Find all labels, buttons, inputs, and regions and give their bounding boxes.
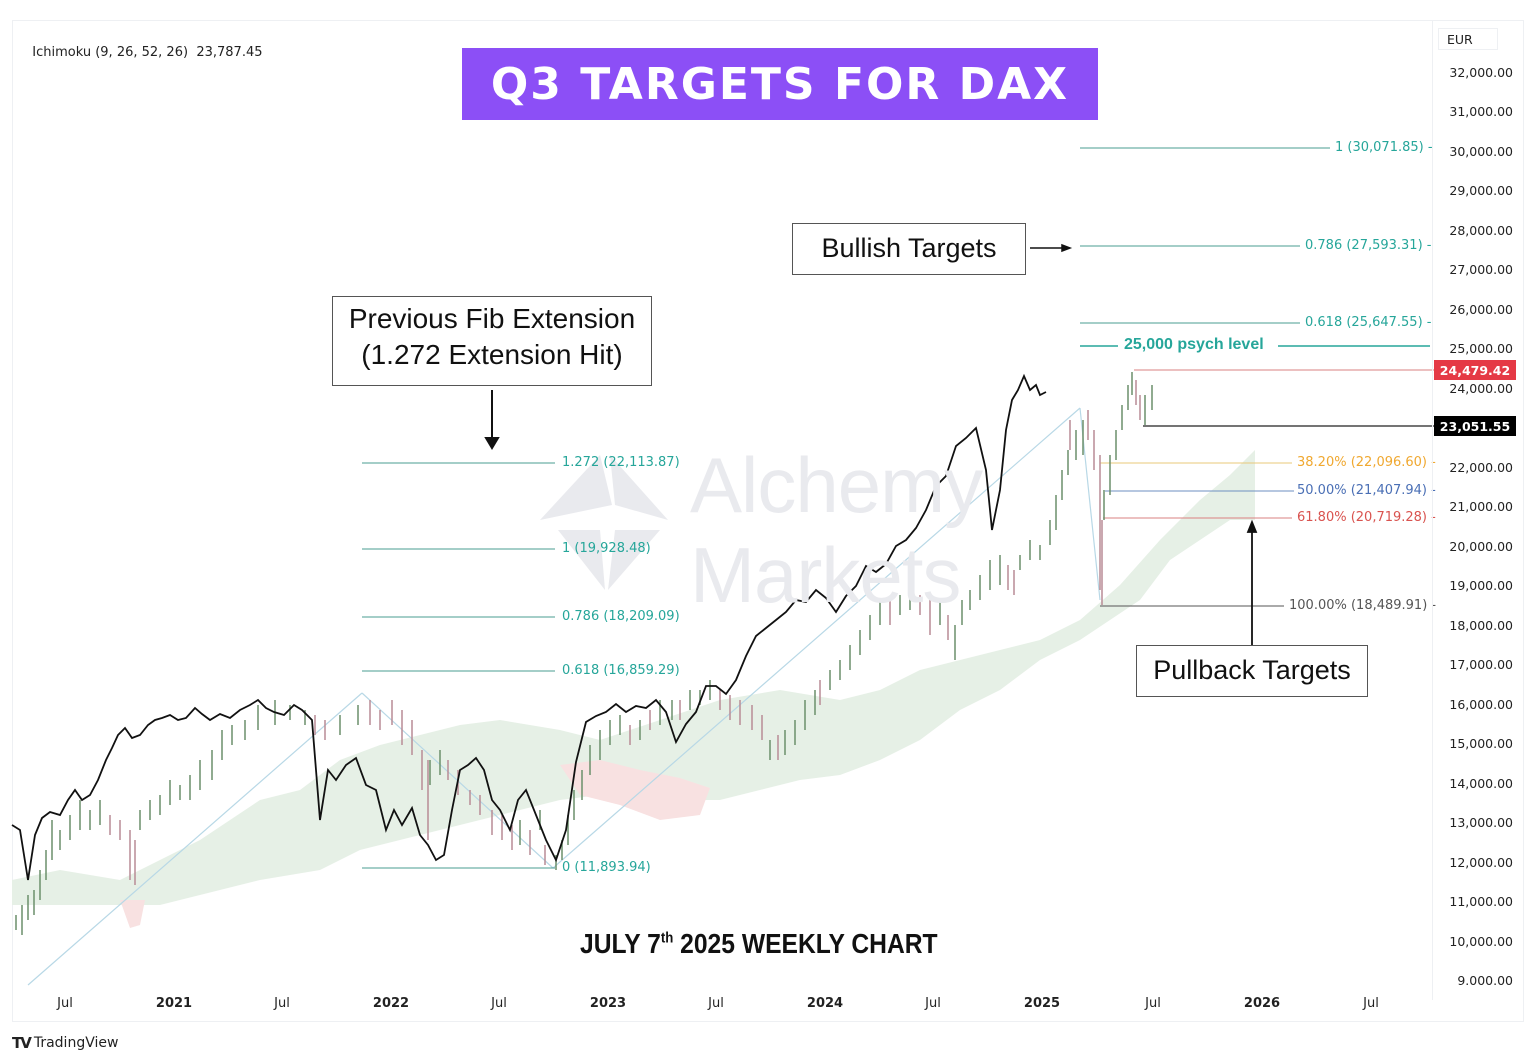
previous-fib-arrow (484, 390, 500, 450)
previous-fib-callout-line2: (1.272 Extension Hit) (361, 339, 623, 371)
watermark: Alchemy Markets (690, 440, 983, 620)
currency-button[interactable]: EUR (1438, 28, 1498, 50)
x-tick: Jul (1363, 996, 1379, 1011)
fib-pull-50-text: 50.00% (21,407.94) (1297, 483, 1428, 498)
x-tick: 2026 (1243, 996, 1281, 1011)
y-tick: 15,000.00 (1449, 736, 1513, 751)
fib-pull-618-label: 61.80% (20,719.28) - (1297, 510, 1436, 525)
ichimoku-cloud-green (12, 450, 1255, 905)
fib-pull-382-label: 38.20% (22,096.60) - (1297, 455, 1436, 470)
indicator-legend[interactable]: Ichimoku (9, 26, 52, 26) 23,787.45 (24, 30, 263, 60)
psych-level-label: 25,000 psych level (1120, 336, 1268, 354)
y-tick: 11,000.00 (1449, 894, 1513, 909)
bullish-fib-lines (1080, 147, 1330, 324)
indicator-value: 23,787.45 (196, 45, 263, 60)
previous-fib-callout: Previous Fib Extension (1.272 Extension … (332, 296, 652, 386)
fib-pull-382-text: 38.20% (22,096.60) (1297, 455, 1428, 470)
pullback-targets-callout: Pullback Targets (1136, 645, 1368, 697)
fib-prev-0786-label: 0.786 (18,209.09) (562, 609, 680, 624)
subtitle-sup: th (660, 929, 674, 947)
y-tick: 19,000.00 (1449, 578, 1513, 593)
x-tick: Jul (708, 996, 724, 1011)
x-tick: 2021 (155, 996, 193, 1011)
fib-pull-50-label: 50.00% (21,407.94) - (1297, 483, 1436, 498)
previous-fib-lines (362, 462, 555, 869)
y-tick: 30,000.00 (1449, 144, 1513, 159)
watermark-line2: Markets (690, 531, 961, 619)
fib-pull-618-text: 61.80% (20,719.28) (1297, 510, 1428, 525)
fib-prev-0-label: 0 (11,893.94) (562, 860, 651, 875)
y-tick: 17,000.00 (1449, 657, 1513, 672)
x-tick: Jul (491, 996, 507, 1011)
y-tick: 14,000.00 (1449, 776, 1513, 791)
y-tick: 28,000.00 (1449, 223, 1513, 238)
x-tick: 2025 (1023, 996, 1061, 1011)
y-tick: 16,000.00 (1449, 697, 1513, 712)
subtitle-suffix: 2025 WEEKLY CHART (673, 928, 938, 959)
fib-bull-0618-label: 0.618 (25,647.55) - (1305, 315, 1432, 330)
fib-prev-1272-label: 1.272 (22,113.87) (562, 455, 680, 470)
tradingview-label: TradingView (33, 1035, 119, 1051)
fib-pull-100-text: 100.00% (18,489.91) (1289, 598, 1428, 613)
tradingview-brand[interactable]: TV TradingView (12, 1034, 118, 1052)
time-axis[interactable]: Jul 2021 Jul 2022 Jul 2023 Jul 2024 Jul … (12, 990, 1432, 1020)
y-tick: 13,000.00 (1449, 815, 1513, 830)
ichimoku-cloud-red-small (120, 900, 145, 928)
bullish-targets-callout: Bullish Targets (792, 223, 1026, 275)
y-tick: 26,000.00 (1449, 302, 1513, 317)
y-tick: 20,000.00 (1449, 539, 1513, 554)
title-banner: Q3 TARGETS FOR DAX (462, 48, 1098, 120)
y-tick: 25,000.00 (1449, 341, 1513, 356)
y-tick: 32,000.00 (1449, 65, 1513, 80)
x-tick: Jul (274, 996, 290, 1011)
watermark-line1: Alchemy (690, 441, 983, 529)
y-tick: 12,000.00 (1449, 855, 1513, 870)
y-tick: 21,000.00 (1449, 499, 1513, 514)
y-tick: 27,000.00 (1449, 262, 1513, 277)
price-axis[interactable]: 32,000.00 31,000.00 30,000.00 29,000.00 … (1432, 20, 1525, 1000)
y-tick: 31,000.00 (1449, 104, 1513, 119)
last-price-tag: 23,051.55 (1434, 416, 1516, 436)
fib-pull-100-label: 100.00% (18,489.91) - (1289, 598, 1437, 613)
y-tick: 10,000.00 (1449, 934, 1513, 949)
x-tick: Jul (925, 996, 941, 1011)
x-tick: 2023 (589, 996, 627, 1011)
fib-bull-0618-text: 0.618 (25,647.55) (1305, 315, 1423, 330)
fib-bull-1-label: 1 (30,071.85) - (1335, 140, 1433, 155)
indicator-name: Ichimoku (9, 26, 52, 26) (32, 45, 189, 60)
chart-subtitle: JULY 7th 2025 WEEKLY CHART (580, 928, 938, 960)
x-tick: Jul (57, 996, 73, 1011)
fib-trendline-1 (27, 692, 363, 986)
pullback-arrow (1246, 519, 1258, 645)
y-tick: 18,000.00 (1449, 618, 1513, 633)
fib-bull-0786-text: 0.786 (27,593.31) (1305, 238, 1423, 253)
subtitle-prefix: JULY 7 (580, 928, 661, 959)
x-tick: 2024 (806, 996, 844, 1011)
y-tick: 22,000.00 (1449, 460, 1513, 475)
fib-trendline-3 (552, 407, 1081, 869)
x-tick: Jul (1145, 996, 1161, 1011)
fib-bull-0786-label: 0.786 (27,593.31) - (1305, 238, 1432, 253)
y-tick: 29,000.00 (1449, 183, 1513, 198)
fib-bull-1-text: 1 (30,071.85) (1335, 140, 1424, 155)
previous-fib-callout-line1: Previous Fib Extension (348, 303, 636, 334)
candlesticks (15, 372, 1153, 935)
high-price-tag: 24,479.42 (1434, 360, 1516, 380)
y-tick: 9.000.00 (1457, 973, 1513, 988)
bullish-arrow (1030, 243, 1073, 253)
tradingview-logo-icon: TV (12, 1034, 32, 1052)
fib-prev-0618-label: 0.618 (16,859.29) (562, 663, 680, 678)
fib-prev-1-label: 1 (19,928.48) (562, 541, 651, 556)
ichimoku-cloud-red (560, 760, 710, 820)
x-tick: 2022 (372, 996, 410, 1011)
lagging-span-line (11, 373, 1047, 881)
y-tick: 24,000.00 (1449, 381, 1513, 396)
watermark-logo-icon (540, 455, 668, 590)
